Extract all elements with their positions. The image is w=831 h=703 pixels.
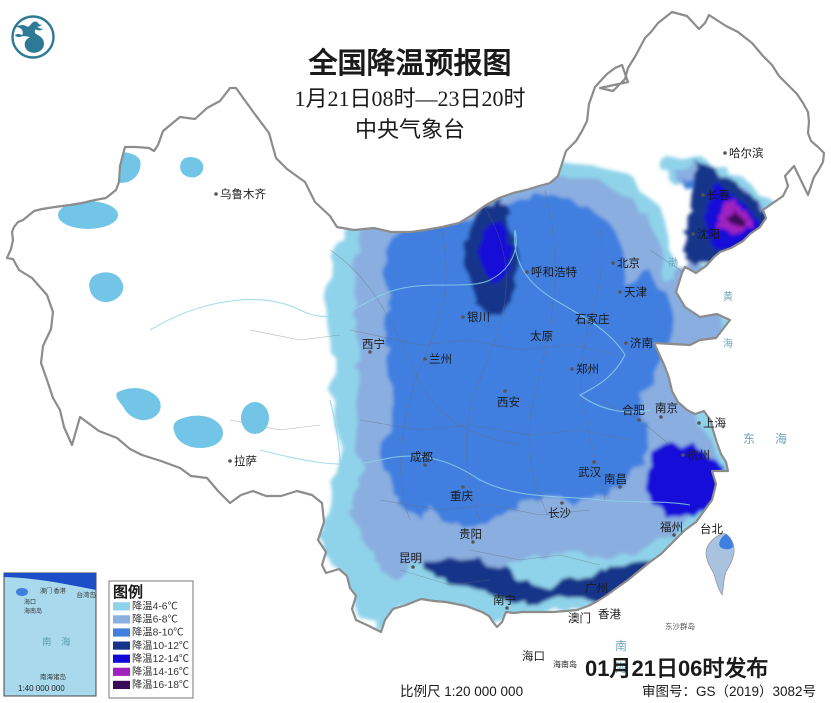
svg-text:合肥: 合肥 — [622, 403, 645, 417]
svg-text:南昌: 南昌 — [604, 472, 627, 486]
svg-text:台湾岛: 台湾岛 — [77, 590, 97, 599]
svg-text:东沙群岛: 东沙群岛 — [665, 621, 695, 631]
svg-text:贵阳: 贵阳 — [459, 528, 482, 541]
svg-text:乌鲁木齐: 乌鲁木齐 — [220, 187, 266, 201]
svg-text:海南岛: 海南岛 — [24, 607, 42, 615]
svg-text:福州: 福州 — [660, 520, 683, 534]
svg-text:海口: 海口 — [24, 598, 36, 606]
svg-text:天津: 天津 — [624, 286, 647, 299]
svg-text:南京: 南京 — [655, 401, 678, 415]
svg-text:郑州: 郑州 — [576, 362, 599, 376]
svg-text:1:40 000 000: 1:40 000 000 — [18, 684, 65, 693]
svg-text:北京: 北京 — [617, 256, 640, 270]
svg-text:01月21日06时发布: 01月21日06时发布 — [585, 656, 768, 681]
svg-text:海口: 海口 — [522, 649, 545, 663]
svg-text:南宁: 南宁 — [493, 593, 516, 607]
svg-text:审图号：GS（2019）3082号: 审图号：GS（2019）3082号 — [642, 684, 816, 699]
svg-text:沈阳: 沈阳 — [697, 227, 720, 241]
svg-text:拉萨: 拉萨 — [234, 454, 257, 468]
svg-text:太原: 太原 — [530, 330, 553, 343]
svg-text:海: 海 — [775, 431, 787, 446]
svg-text:长春: 长春 — [707, 189, 730, 202]
svg-text:澳门: 澳门 — [568, 611, 591, 625]
svg-text:重庆: 重庆 — [450, 489, 473, 503]
svg-text:降温10-12℃: 降温10-12℃ — [132, 639, 189, 652]
svg-text:香港: 香港 — [598, 608, 621, 621]
svg-text:降温14-16℃: 降温14-16℃ — [132, 665, 189, 678]
svg-text:台北: 台北 — [700, 522, 723, 536]
svg-text:海南岛: 海南岛 — [553, 659, 577, 669]
svg-text:中央气象台: 中央气象台 — [355, 117, 465, 142]
svg-text:哈尔滨: 哈尔滨 — [729, 146, 764, 160]
svg-text:海: 海 — [723, 337, 733, 350]
svg-text:广州: 广州 — [585, 582, 608, 595]
svg-text:银川: 银川 — [467, 310, 490, 324]
svg-text:降温8-10℃: 降温8-10℃ — [132, 626, 184, 639]
svg-text:西宁: 西宁 — [362, 337, 385, 351]
svg-text:西安: 西安 — [497, 395, 520, 409]
svg-text:济南: 济南 — [630, 336, 653, 350]
svg-text:长沙: 长沙 — [548, 507, 571, 520]
svg-text:降温16-18℃: 降温16-18℃ — [132, 678, 189, 691]
svg-text:石家庄: 石家庄 — [575, 312, 610, 326]
svg-text:1月21日08时—23日20时: 1月21日08时—23日20时 — [294, 86, 525, 111]
svg-text:东: 东 — [743, 432, 755, 446]
svg-text:降温4-6℃: 降温4-6℃ — [132, 600, 178, 613]
svg-text:呼和浩特: 呼和浩特 — [531, 265, 577, 279]
svg-text:降温12-14℃: 降温12-14℃ — [132, 652, 189, 665]
svg-text:南海诸岛: 南海诸岛 — [40, 672, 66, 681]
svg-text:黄: 黄 — [723, 290, 733, 303]
svg-text:成都: 成都 — [410, 451, 433, 464]
svg-text:杭州: 杭州 — [687, 448, 710, 462]
svg-text:全国降温预报图: 全国降温预报图 — [307, 46, 511, 80]
svg-text:图例: 图例 — [113, 583, 143, 601]
svg-text:渤: 渤 — [668, 256, 678, 269]
svg-text:上海: 上海 — [703, 416, 726, 430]
svg-text:昆明: 昆明 — [399, 552, 422, 565]
svg-text:南: 南 — [615, 638, 627, 653]
svg-text:比例尺 1:20 000 000: 比例尺 1:20 000 000 — [400, 684, 523, 699]
svg-text:兰州: 兰州 — [429, 353, 452, 366]
svg-text:降温6-8℃: 降温6-8℃ — [132, 613, 178, 626]
svg-text:澳门 香港: 澳门 香港 — [40, 587, 66, 595]
svg-text:武汉: 武汉 — [578, 466, 601, 479]
svg-text:南 海: 南 海 — [42, 636, 71, 648]
